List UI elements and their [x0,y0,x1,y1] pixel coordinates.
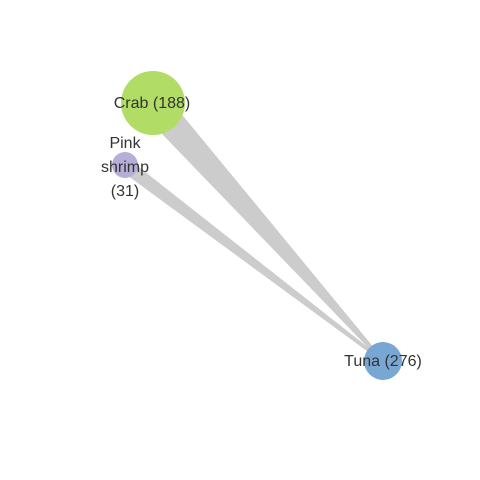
nodes-layer [112,71,402,380]
node-label-line: (31) [111,183,139,200]
node-label-shrimp: Pink shrimp (31) [101,135,149,200]
node-label-line: shrimp [101,159,149,176]
node-label-line: Crab (188) [114,95,190,112]
node-label-tuna: Tuna (276) [344,353,422,370]
node-label-crab: Crab (188) [114,95,190,112]
node-label-line: Tuna (276) [344,353,422,370]
node-tuna[interactable] [364,342,402,380]
node-shrimp[interactable] [112,152,138,178]
edges-layer [120,93,385,363]
node-label-line: Pink [109,135,141,152]
edge-shrimp-tuna [120,159,384,363]
edge-crab-tuna [141,93,385,362]
node-crab[interactable] [121,71,185,135]
labels-layer: Crab (188) Pink shrimp (31) Tuna (276) [101,95,422,370]
